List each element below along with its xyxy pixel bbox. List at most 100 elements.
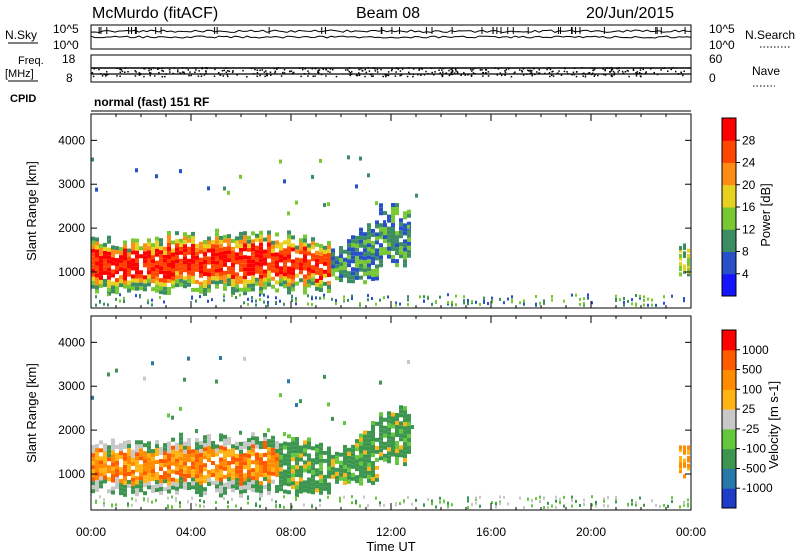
heatmap-cell [255, 436, 259, 441]
heatmap-cell [227, 461, 231, 466]
heatmap-cell [399, 222, 403, 227]
heatmap-cell [263, 440, 267, 445]
heatmap-cell [291, 235, 295, 240]
heatmap-cell [391, 203, 395, 208]
heatmap-cell [355, 467, 359, 472]
heatmap-cell [347, 271, 351, 276]
nave-point [533, 67, 535, 70]
heatmap-cell [295, 403, 298, 408]
heatmap-cell [311, 302, 313, 306]
heatmap-cell [239, 461, 243, 466]
heatmap-cell [603, 499, 605, 503]
heatmap-cell [251, 255, 255, 260]
heatmap-cell [283, 495, 285, 499]
heatmap-cell [359, 461, 363, 466]
heatmap-cell [375, 252, 379, 257]
heatmap-cell [231, 456, 235, 461]
heatmap-cell [167, 453, 171, 458]
heatmap-cell [431, 302, 433, 306]
heatmap-cell [275, 441, 279, 446]
heatmap-cell [111, 249, 115, 254]
heatmap-cell [559, 500, 561, 504]
heatmap-cell [355, 439, 359, 444]
heatmap-cell [183, 445, 187, 450]
heatmap-cell [267, 475, 271, 480]
heatmap-cell [351, 259, 355, 264]
heatmap-cell [271, 244, 275, 249]
heatmap-cell [359, 433, 363, 438]
heatmap-cell [307, 243, 311, 248]
heatmap-cell [391, 227, 395, 232]
velocity-colorbar-label: Velocity [m s-1] [766, 381, 781, 469]
heatmap-cell [247, 297, 249, 301]
heatmap-cell [175, 275, 179, 280]
heatmap-cell [259, 461, 263, 466]
heatmap-cell [187, 458, 191, 463]
heatmap-cell [403, 243, 407, 248]
nave-point [367, 67, 370, 69]
heatmap-cell [223, 474, 227, 479]
heatmap-cell [147, 278, 151, 283]
heatmap-cell [123, 284, 127, 289]
heatmap-cell [359, 477, 363, 482]
heatmap-cell [403, 239, 407, 244]
heatmap-cell [367, 263, 371, 268]
heatmap-cell [467, 496, 469, 500]
heatmap-cell [403, 251, 407, 256]
nave-point [312, 75, 314, 78]
heatmap-cell [359, 441, 363, 446]
nave-point [360, 68, 362, 70]
heatmap-cell [115, 368, 118, 373]
heatmap-cell [123, 488, 127, 493]
heatmap-cell [311, 269, 315, 274]
nave-point [584, 73, 587, 76]
heatmap-cell [299, 262, 303, 267]
heatmap-cell [159, 482, 163, 487]
heatmap-cell [139, 468, 143, 473]
heatmap-cell [207, 236, 211, 241]
heatmap-cell [111, 269, 115, 274]
heatmap-cell [239, 239, 243, 244]
heatmap-cell [335, 300, 337, 304]
heatmap-cell [303, 464, 307, 469]
heatmap-cell [355, 267, 359, 272]
time-axis-labels: 00:00 04:00 08:00 12:00 16:00 20:00 00:00 [76, 525, 706, 539]
x-tick-label: 20:00 [576, 525, 606, 539]
heatmap-cell [343, 460, 347, 465]
heatmap-cell [303, 468, 307, 473]
heatmap-cell [147, 242, 151, 247]
nave-point [507, 68, 510, 70]
nave-point [119, 68, 121, 71]
heatmap-cell [359, 255, 363, 260]
heatmap-cell [171, 248, 175, 253]
heatmap-cell [371, 260, 375, 265]
nave-point [591, 67, 593, 69]
colorbar-segment [722, 273, 736, 297]
heatmap-cell [119, 443, 123, 448]
heatmap-cell [367, 239, 371, 244]
nave-point [518, 69, 521, 71]
heatmap-cell [251, 247, 255, 252]
colorbar-segment [722, 349, 736, 371]
heatmap-cell [179, 278, 183, 283]
heatmap-cell [343, 468, 347, 473]
heatmap-cell [311, 462, 315, 467]
colorbar-tick-label: 500 [742, 363, 762, 377]
heatmap-cell [407, 417, 411, 422]
heatmap-cell [371, 252, 375, 257]
heatmap-cell [203, 288, 207, 293]
heatmap-cell [319, 466, 323, 471]
heatmap-cell [355, 263, 359, 268]
heatmap-cell [195, 247, 199, 252]
colorbar-segment [722, 428, 736, 450]
heatmap-cell [347, 251, 351, 256]
heatmap-cell [255, 237, 259, 242]
heatmap-cell [403, 418, 407, 423]
nave-point [103, 73, 105, 75]
heatmap-cell [299, 469, 303, 474]
nave-point [283, 72, 286, 74]
heatmap-cell [395, 421, 399, 426]
heatmap-cell [259, 489, 263, 494]
heatmap-cell [311, 237, 315, 242]
heatmap-cell [383, 503, 385, 507]
